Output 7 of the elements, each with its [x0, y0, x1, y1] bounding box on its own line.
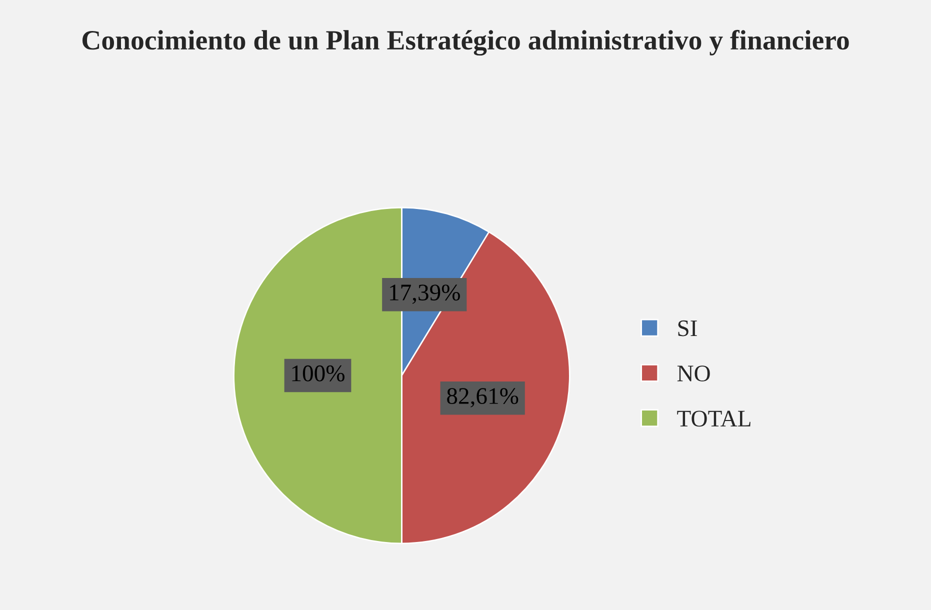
legend-label: SI [678, 320, 697, 336]
legend-label: TOTAL [677, 410, 750, 427]
data-label: 100% [292, 365, 344, 382]
data-label: 82,61% [447, 388, 518, 408]
chart-title: Conocimiento de un Plan Estratégico administrativo y financiero [82, 30, 849, 56]
data-label: 17,39% [390, 284, 460, 304]
legend-label: NO [677, 366, 710, 382]
